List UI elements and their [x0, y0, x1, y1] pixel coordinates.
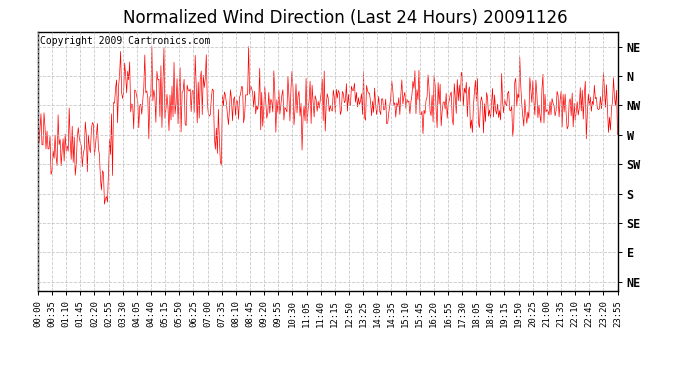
Text: Copyright 2009 Cartronics.com: Copyright 2009 Cartronics.com — [40, 36, 210, 46]
Text: Normalized Wind Direction (Last 24 Hours) 20091126: Normalized Wind Direction (Last 24 Hours… — [123, 9, 567, 27]
